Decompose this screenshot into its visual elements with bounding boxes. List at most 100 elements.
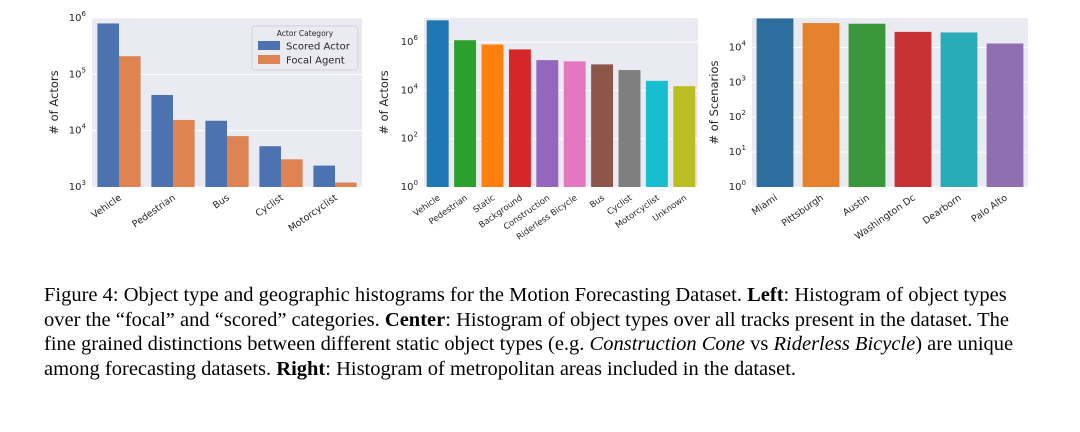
y-tick-exponent: 6	[82, 10, 87, 18]
x-tick-label: Motorcyclist	[287, 192, 340, 234]
bar-scored-actor	[313, 165, 335, 187]
y-tick-label: 104	[729, 39, 747, 53]
y-tick-label: 104	[401, 82, 419, 96]
caption-segment: Left	[747, 284, 784, 306]
plot-background	[752, 18, 1028, 187]
y-tick-base: 10	[729, 42, 742, 53]
x-tick-label: Pedestrian	[130, 192, 177, 230]
y-tick-base: 10	[729, 182, 742, 193]
bar	[536, 60, 559, 187]
caption-segment: : Histogram of object types over the “fo…	[44, 284, 1007, 331]
y-tick-exponent: 2	[414, 131, 418, 139]
x-tick-label: Palo Alto	[970, 192, 1010, 225]
caption-segment: ) are unique among forecasting datasets.	[44, 333, 1014, 380]
y-tick-label: 101	[729, 144, 746, 158]
bar	[454, 40, 477, 187]
y-tick-exponent: 0	[414, 179, 418, 187]
y-tick-exponent: 0	[742, 179, 746, 187]
bar	[426, 20, 449, 187]
y-tick-base: 10	[401, 182, 414, 193]
y-tick-base: 10	[729, 77, 742, 88]
legend-label: Focal Agent	[286, 56, 345, 67]
x-tick-label: Bus	[588, 193, 607, 210]
bar	[508, 49, 531, 187]
x-tick-label: Miami	[750, 192, 780, 217]
bar	[756, 18, 794, 187]
caption-segment: Right	[276, 357, 326, 380]
figure-caption: Figure 4: Object type and geographic his…	[44, 283, 1044, 381]
bar	[563, 61, 586, 187]
y-tick-base: 10	[729, 112, 742, 123]
caption-segment: Riderless Bicycle	[773, 333, 916, 355]
legend-label: Scored Actor	[286, 42, 351, 53]
y-tick-base: 10	[401, 37, 414, 48]
caption-segment: Construction Cone	[589, 333, 746, 355]
bar	[673, 86, 696, 187]
bar-focal-agent	[335, 182, 357, 187]
bar	[591, 64, 614, 187]
bar-focal-agent	[227, 136, 249, 187]
y-axis-label: # of Actors	[47, 70, 61, 134]
caption-segment: Figure 4: Object type and geographic his…	[44, 284, 748, 306]
y-axis-label: # of Scenarios	[707, 60, 721, 144]
y-tick-label: 103	[69, 179, 86, 193]
y-tick-exponent: 5	[82, 66, 86, 74]
bar	[848, 23, 886, 188]
bar-scored-actor	[205, 120, 227, 187]
x-tick-label: Pittsburgh	[780, 192, 826, 229]
y-tick-label: 100	[401, 179, 418, 193]
y-tick-base: 10	[401, 134, 414, 145]
y-tick-label: 106	[69, 10, 87, 24]
y-tick-label: 100	[729, 179, 746, 193]
bar	[618, 70, 641, 187]
y-tick-base: 10	[729, 147, 742, 158]
x-tick-label: Vehicle	[90, 192, 124, 221]
bar-scored-actor	[151, 94, 173, 187]
legend-swatch	[258, 41, 280, 50]
legend-title: Actor Category	[277, 29, 334, 38]
bar	[894, 31, 932, 188]
y-tick-base: 10	[69, 126, 82, 137]
bar	[481, 44, 504, 187]
y-tick-exponent: 1	[742, 144, 746, 152]
caption-segment: : Histogram of metropolitan areas includ…	[325, 357, 797, 380]
x-tick-label: Dearborn	[921, 192, 964, 227]
y-tick-base: 10	[69, 69, 82, 80]
caption-segment: vs	[745, 333, 774, 355]
y-tick-label: 103	[729, 74, 746, 88]
y-tick-label: 102	[401, 131, 418, 145]
y-axis-label: # of Actors	[377, 70, 391, 134]
bar-scored-actor	[97, 23, 119, 188]
y-tick-base: 10	[69, 182, 82, 193]
bar-focal-agent	[281, 159, 303, 187]
y-tick-label: 106	[401, 34, 419, 48]
y-tick-label: 105	[69, 66, 86, 80]
bar	[645, 80, 668, 187]
caption-segment: Center	[384, 308, 446, 331]
caption-segment: : Histogram of object types over all tra…	[44, 308, 1010, 356]
y-tick-exponent: 3	[82, 179, 86, 187]
x-tick-label: Bus	[211, 192, 232, 211]
bar-scored-actor	[259, 146, 281, 187]
y-tick-base: 10	[401, 85, 414, 96]
y-tick-base: 10	[69, 13, 82, 24]
y-tick-exponent: 4	[742, 39, 747, 47]
y-tick-exponent: 6	[414, 34, 419, 42]
y-tick-exponent: 2	[742, 109, 746, 117]
y-tick-exponent: 4	[82, 123, 87, 131]
y-tick-label: 104	[69, 123, 87, 137]
bar-focal-agent	[173, 119, 195, 187]
x-tick-label: Austin	[841, 192, 872, 218]
y-tick-exponent: 4	[414, 82, 419, 90]
bar-focal-agent	[119, 56, 141, 188]
bar	[802, 23, 840, 188]
bar	[940, 32, 978, 187]
y-tick-label: 102	[729, 109, 746, 123]
legend-swatch	[258, 55, 280, 64]
bar	[986, 43, 1024, 187]
x-tick-label: Cyclist	[254, 192, 286, 219]
